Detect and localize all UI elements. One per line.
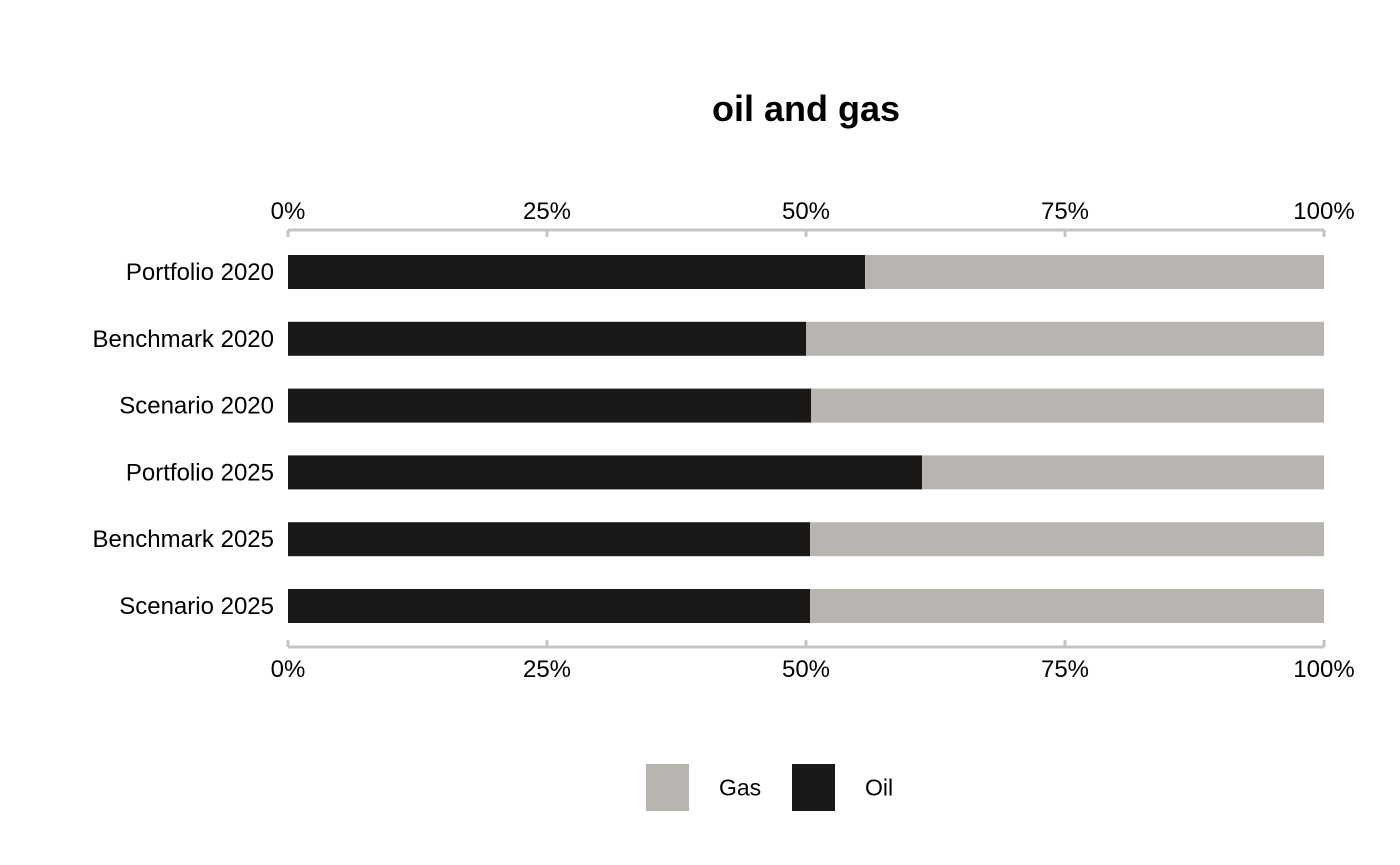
x-tick-label-bottom: 25% [523,656,571,683]
x-tick-label-top: 50% [782,198,830,225]
bar-gas-benchmark-2025 [810,522,1324,557]
x-tick-label-bottom: 0% [271,656,306,683]
category-label-portfolio-2025: Portfolio 2025 [126,459,274,486]
x-tick-label-top: 75% [1041,198,1089,225]
bar-oil-portfolio-2020 [288,255,866,289]
bar-gas-benchmark-2020 [806,321,1324,356]
category-label-scenario-2025: Scenario 2025 [119,593,274,620]
category-label-benchmark-2020: Benchmark 2020 [93,326,274,353]
legend: Gas Oil [646,764,893,811]
x-tick-label-top: 100% [1293,198,1354,225]
category-label-portfolio-2020: Portfolio 2020 [126,259,274,286]
x-tick-label-bottom: 75% [1041,656,1089,683]
x-tick-label-top: 25% [523,198,571,225]
legend-swatch-oil [792,764,835,811]
bar-oil-benchmark-2025 [288,522,811,557]
category-label-scenario-2020: Scenario 2020 [119,393,274,420]
bar-series-group [288,255,1324,623]
bar-gas-portfolio-2025 [922,455,1324,490]
x-tick-label-bottom: 100% [1293,656,1354,683]
chart-title: oil and gas [712,88,900,129]
bar-oil-scenario-2025 [288,589,811,623]
legend-label-oil: Oil [865,775,893,801]
bar-gas-scenario-2025 [810,589,1324,623]
bar-oil-portfolio-2025 [288,455,923,490]
x-tick-label-top: 0% [271,198,306,225]
x-axis-top: 0% 25% 50% 75% 100% [271,198,1355,237]
x-axis-bottom: 0% 25% 50% 75% 100% [271,640,1355,683]
bar-gas-scenario-2020 [811,388,1324,423]
bar-gas-portfolio-2020 [865,255,1324,289]
category-labels: Portfolio 2020 Benchmark 2020 Scenario 202… [93,259,274,620]
legend-swatch-gas [646,764,689,811]
legend-label-gas: Gas [719,775,761,801]
bar-oil-scenario-2020 [288,388,812,423]
bar-oil-benchmark-2020 [288,321,806,356]
category-label-benchmark-2025: Benchmark 2025 [93,526,274,553]
x-tick-label-bottom: 50% [782,656,830,683]
